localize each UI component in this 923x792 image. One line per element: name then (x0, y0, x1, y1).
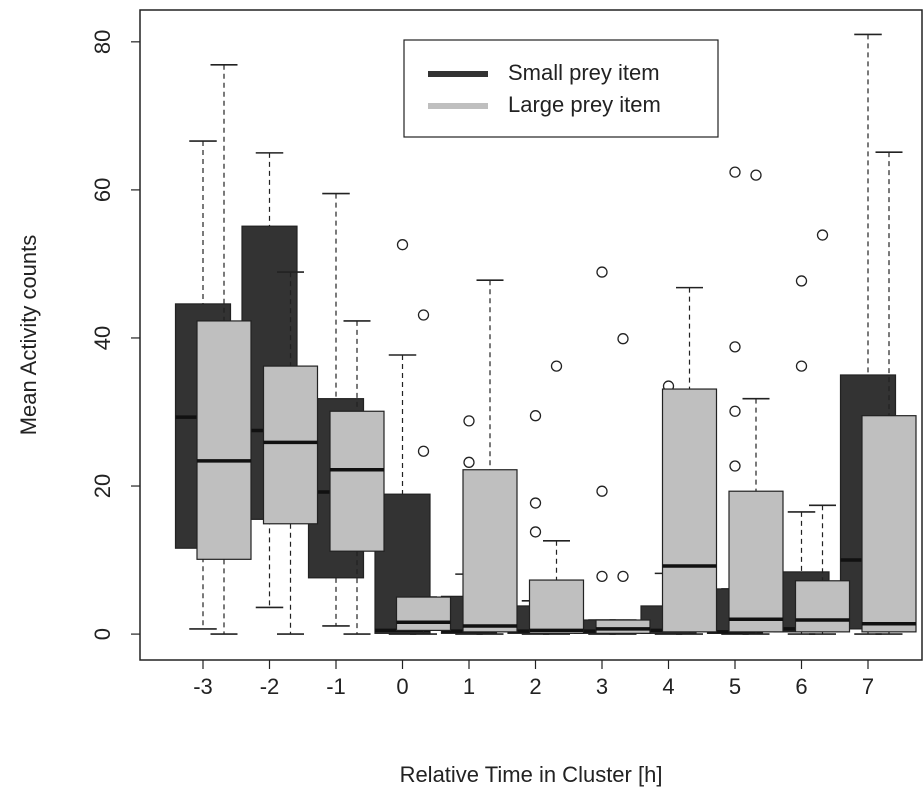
x-tick-label: -3 (193, 674, 213, 699)
y-axis-title: Mean Activity counts (16, 235, 41, 436)
box (794, 580, 851, 633)
outlier (529, 497, 542, 509)
box (528, 579, 585, 634)
y-tick-label: 60 (90, 178, 115, 202)
x-tick-label: 2 (529, 674, 541, 699)
outlier (529, 526, 542, 538)
outlier (816, 229, 829, 241)
outlier (729, 405, 741, 417)
legend-label: Large prey item (508, 92, 661, 117)
outlier (729, 166, 741, 178)
x-tick-label: 0 (396, 674, 408, 699)
legend-box (403, 39, 719, 138)
outlier (750, 169, 762, 181)
outlier (795, 275, 808, 287)
outlier (463, 456, 475, 468)
box (595, 619, 651, 634)
outlier (417, 309, 430, 321)
outlier (795, 360, 808, 372)
box (262, 365, 319, 525)
outlier (617, 333, 629, 345)
outlier (596, 266, 608, 278)
box (728, 490, 784, 633)
x-tick-label: 3 (596, 674, 608, 699)
box (196, 320, 252, 560)
x-tick-label: -1 (326, 674, 346, 699)
y-tick-label: 0 (90, 628, 115, 640)
x-tick-label: 6 (795, 674, 807, 699)
outlier (596, 570, 608, 582)
outlier (729, 341, 741, 353)
box (395, 596, 452, 631)
x-tick-label: 5 (729, 674, 741, 699)
x-tick-label: 1 (463, 674, 475, 699)
outlier (529, 410, 542, 422)
x-tick-label: 7 (862, 674, 874, 699)
plot-frame (139, 9, 923, 661)
box (661, 388, 718, 633)
y-tick-label: 80 (90, 30, 115, 54)
outlier (417, 445, 430, 457)
outlier (596, 485, 608, 497)
outlier (396, 239, 409, 251)
box (329, 410, 385, 552)
outlier (463, 415, 475, 427)
legend-label: Small prey item (508, 60, 660, 85)
x-tick-label: 4 (662, 674, 674, 699)
outlier (729, 460, 741, 472)
x-axis-title: Relative Time in Cluster [h] (400, 762, 663, 787)
outlier (550, 360, 563, 372)
y-tick-label: 40 (90, 326, 115, 350)
box (462, 469, 518, 633)
x-tick-label: -2 (260, 674, 280, 699)
y-tick-label: 20 (90, 474, 115, 498)
box (861, 415, 917, 633)
outlier (617, 570, 629, 582)
